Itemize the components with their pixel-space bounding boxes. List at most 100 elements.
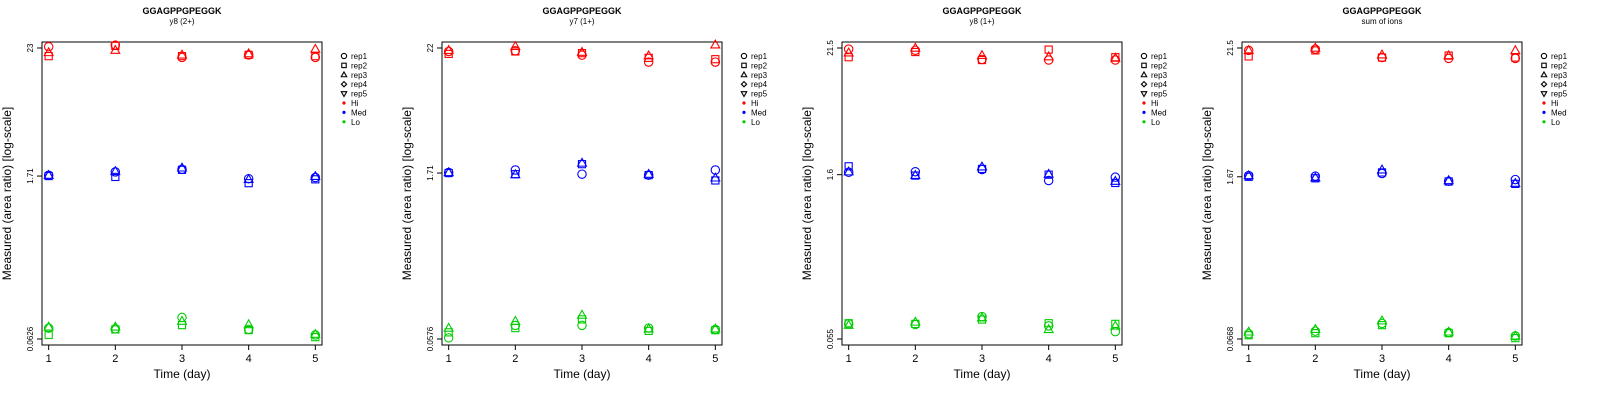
x-tick-label: 3 <box>1379 353 1385 365</box>
legend-marker-rep4 <box>1540 80 1548 88</box>
legend-label: rep2 <box>1551 61 1568 70</box>
legend-marker-rep4 <box>340 80 348 88</box>
y-axis-label: Measured (area ratio) [log-scale] <box>0 107 14 280</box>
data-point-hi-rep3 <box>843 47 855 57</box>
legend-label: rep4 <box>751 80 768 89</box>
data-point-hi-rep2 <box>844 53 853 62</box>
x-tick-label: 3 <box>579 353 585 365</box>
legend-dot-lo <box>1542 120 1546 124</box>
data-point-lo-rep2 <box>244 325 253 335</box>
legend-marker-rep3 <box>340 70 348 78</box>
data-point-lo-rep2 <box>1044 319 1053 328</box>
data-point-lo-rep3 <box>1376 314 1388 325</box>
data-point-lo-rep2 <box>511 323 520 333</box>
data-point-lo-rep1 <box>443 333 454 343</box>
legend-label: Med <box>1151 108 1167 117</box>
y-tick-label: 21.5 <box>1226 40 1235 56</box>
data-point-lo-rep3 <box>843 319 855 329</box>
data-point-lo-rep3 <box>1109 320 1121 330</box>
data-point-lo-rep2 <box>44 330 53 340</box>
legend-dot-hi <box>1142 101 1146 105</box>
legend-label: rep4 <box>1151 80 1168 89</box>
x-tick-label: 4 <box>246 353 252 365</box>
legend-dot-lo <box>742 120 746 124</box>
legend-label: rep2 <box>351 61 368 70</box>
chart-title: GGAGPPGPEGGK <box>942 6 1022 16</box>
legend-label: rep3 <box>1551 71 1568 80</box>
data-point-hi-rep3 <box>643 49 655 60</box>
legend-label: Med <box>351 108 367 117</box>
y-tick-label: 0.0576 <box>426 326 435 351</box>
data-point-hi-rep2 <box>1244 52 1253 61</box>
x-tick-label: 5 <box>1112 353 1118 365</box>
data-point-med-rep3 <box>443 166 455 177</box>
data-point-lo-rep3 <box>109 321 121 331</box>
data-point-med-rep3 <box>309 170 321 181</box>
legend-label: rep3 <box>1151 71 1168 80</box>
data-point-lo-rep1 <box>1310 326 1321 336</box>
legend-marker-rep5 <box>1140 91 1148 98</box>
x-tick-label: 2 <box>112 353 118 365</box>
data-point-lo-rep3 <box>509 315 521 325</box>
data-point-med-rep1 <box>577 169 587 179</box>
legend-label: Lo <box>751 118 760 127</box>
data-point-med-rep2 <box>111 172 120 182</box>
data-point-lo-rep1 <box>577 320 587 331</box>
data-point-med-rep1 <box>510 165 521 175</box>
data-point-lo-rep3 <box>709 323 721 333</box>
legend-label: Hi <box>1151 99 1159 108</box>
data-point-med-rep3 <box>1443 174 1455 185</box>
legend-marker-rep3 <box>1540 70 1548 78</box>
data-point-hi-rep3 <box>1443 49 1455 60</box>
y-tick-label: 1.71 <box>426 165 435 181</box>
y-tick-label: 0.0668 <box>1226 326 1235 351</box>
x-tick-label: 1 <box>1246 353 1252 365</box>
legend-dot-hi <box>742 101 746 105</box>
legend-dot-med <box>742 110 746 114</box>
x-tick-label: 5 <box>1512 353 1518 365</box>
legend-label: Med <box>1551 108 1567 117</box>
data-point-hi-rep3 <box>976 49 988 60</box>
legend-dot-lo <box>342 120 346 124</box>
y-axis-label: Measured (area ratio) [log-scale] <box>1200 107 1214 280</box>
plot-frame <box>41 41 323 346</box>
legend-marker-rep2 <box>1541 62 1547 69</box>
legend-label: rep5 <box>1151 90 1168 99</box>
x-axis-label: Time (day) <box>954 367 1011 381</box>
legend-label: rep1 <box>351 52 368 61</box>
data-point-med-rep3 <box>976 161 988 171</box>
data-point-hi-rep3 <box>1376 49 1388 59</box>
data-point-lo-rep3 <box>909 316 921 326</box>
data-point-hi-rep3 <box>909 42 921 52</box>
data-point-hi-rep3 <box>1309 42 1321 52</box>
legend-label: rep1 <box>1151 52 1168 61</box>
y-tick-label: 21.5 <box>826 40 835 56</box>
y-axis-label: Measured (area ratio) [log-scale] <box>800 107 814 280</box>
data-point-med-rep3 <box>1043 168 1055 178</box>
data-point-lo-rep3 <box>43 321 55 331</box>
chart-subtitle: y8 (1+) <box>969 17 994 26</box>
legend-label: Lo <box>1151 118 1160 127</box>
data-point-med-rep1 <box>643 170 654 180</box>
legend-label: Hi <box>1551 99 1559 108</box>
legend-dot-med <box>342 110 346 114</box>
data-point-med-rep3 <box>509 168 521 179</box>
legend-marker-rep3 <box>1140 70 1148 78</box>
legend-marker-rep2 <box>1141 62 1147 69</box>
legend-label: Hi <box>751 99 759 108</box>
data-point-lo-rep3 <box>443 322 455 332</box>
data-point-med-rep3 <box>243 173 255 184</box>
legend-dot-hi <box>342 101 346 105</box>
data-point-med-rep3 <box>909 169 921 179</box>
data-point-hi-rep2 <box>111 41 120 51</box>
data-point-hi-rep1 <box>710 57 721 67</box>
data-point-med-rep1 <box>910 166 921 177</box>
data-point-lo-rep1 <box>43 323 54 333</box>
x-tick-label: 4 <box>1446 353 1452 365</box>
data-point-lo-rep2 <box>577 315 587 324</box>
data-point-lo-rep3 <box>1043 323 1055 334</box>
